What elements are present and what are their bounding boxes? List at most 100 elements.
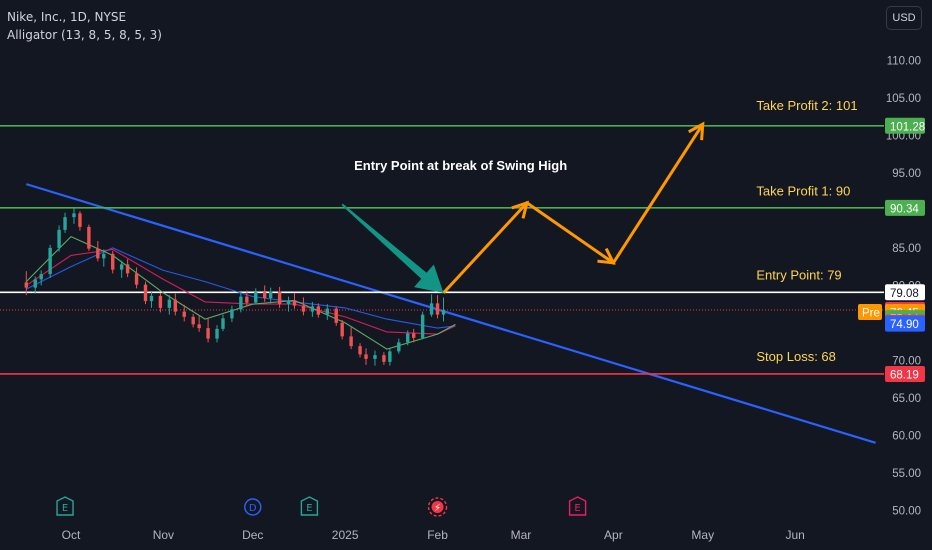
- candle: [125, 259, 130, 278]
- event-shape: [244, 498, 262, 516]
- x-tick-label: Jun: [785, 528, 804, 542]
- candle-body: [143, 284, 148, 302]
- candle-body: [158, 295, 163, 308]
- candle: [388, 348, 392, 366]
- event-label: ⚡: [434, 503, 441, 514]
- earnings-event-icon[interactable]: E: [568, 496, 587, 516]
- candle-body: [111, 253, 115, 270]
- y-tick-label: 50.00: [892, 505, 921, 517]
- entry-pointer: [341, 203, 444, 293]
- level-label: Take Profit 1: 90: [756, 183, 850, 198]
- candle: [149, 292, 154, 308]
- candle: [245, 290, 249, 307]
- projection-arrowhead: [511, 200, 530, 219]
- candle: [119, 260, 124, 278]
- price-marker: 101.28: [885, 117, 925, 134]
- level-label: Entry Point: 79: [756, 267, 841, 282]
- candle-body: [167, 299, 172, 308]
- candle: [406, 330, 410, 346]
- candle: [316, 303, 321, 318]
- candle: [301, 297, 306, 316]
- candle: [358, 343, 362, 358]
- candle: [292, 292, 297, 309]
- candle: [111, 250, 115, 274]
- price-marker-bg: [885, 315, 925, 332]
- level-label: Take Profit 2: 101: [756, 98, 857, 113]
- trendline-layer: [25, 183, 876, 444]
- candle: [102, 249, 106, 267]
- candle: [268, 287, 273, 304]
- candle-body: [286, 300, 291, 305]
- candle-body: [182, 311, 186, 317]
- earnings-event-icon[interactable]: E: [56, 496, 74, 516]
- candle: [143, 281, 148, 305]
- x-tick-label: Feb: [427, 528, 448, 542]
- candle: [221, 314, 225, 332]
- candle: [173, 293, 177, 316]
- candle: [230, 305, 234, 323]
- candle: [420, 311, 425, 340]
- event-label: E: [306, 503, 312, 514]
- candle-body: [24, 282, 28, 288]
- candle-body: [340, 322, 344, 337]
- candle: [349, 327, 353, 350]
- price-marker-bg: [885, 199, 925, 216]
- candle-body: [420, 314, 425, 338]
- candle: [39, 270, 43, 286]
- candle-body: [197, 324, 201, 329]
- level-label: Stop Loss: 68: [756, 349, 836, 364]
- x-tick-label: Apr: [604, 528, 623, 542]
- entry-note: Entry Point at break of Swing High: [354, 158, 567, 173]
- y-tick-label: 70.00: [892, 355, 921, 367]
- candle: [277, 286, 282, 308]
- y-tick-label: 85.00: [892, 243, 921, 255]
- candle: [429, 294, 434, 317]
- candle: [254, 288, 258, 305]
- price-marker-label: 101.28: [890, 121, 925, 133]
- candle-body: [268, 291, 273, 299]
- y-tick-label: 65.00: [892, 393, 921, 405]
- candle-body: [72, 213, 76, 218]
- candle: [33, 276, 37, 294]
- earnings-event-icon[interactable]: E: [300, 496, 319, 516]
- y-tick-label: 95.00: [892, 168, 921, 180]
- candle-body: [221, 318, 225, 329]
- candle: [96, 241, 100, 262]
- candle-body: [119, 264, 124, 270]
- candle: [382, 352, 386, 365]
- candle-body: [373, 355, 377, 359]
- candle: [334, 306, 338, 326]
- candle-body: [206, 328, 210, 339]
- candle-body: [230, 309, 234, 319]
- trendline: [25, 183, 876, 444]
- event-shape: [300, 496, 319, 516]
- candle: [191, 313, 195, 328]
- price-marker-bg: [885, 117, 925, 134]
- price-markers: 79.0876.7276.45Pre75.6475.0574.9068.1990…: [858, 117, 925, 382]
- candle: [78, 211, 82, 231]
- x-tick-label: Oct: [62, 528, 81, 542]
- candle: [215, 325, 219, 343]
- split-event-icon[interactable]: ⚡: [427, 497, 448, 517]
- candle: [373, 350, 377, 366]
- candle: [239, 292, 243, 313]
- price-marker-label: 68.19: [890, 369, 919, 381]
- y-tick-label: 55.00: [892, 468, 921, 480]
- x-tick-label: May: [691, 528, 714, 542]
- candle-body: [382, 355, 386, 362]
- entry-pointer-arrow: [341, 203, 444, 293]
- candles: [24, 208, 446, 366]
- indicator-legend[interactable]: Alligator (13, 8, 5, 8, 5, 3): [7, 28, 162, 42]
- price-marker: 74.90: [885, 315, 925, 332]
- dividend-event-icon[interactable]: D: [244, 498, 262, 516]
- candle-body: [245, 296, 249, 303]
- price-marker: 90.34: [885, 199, 925, 216]
- projection-arrow: [442, 121, 705, 294]
- candle-body: [388, 351, 392, 362]
- candle: [63, 212, 67, 233]
- candle-body: [349, 336, 353, 347]
- event-fill: [431, 501, 444, 513]
- currency-button[interactable]: USD: [886, 6, 922, 30]
- pre-market-tag: Pre: [862, 307, 880, 319]
